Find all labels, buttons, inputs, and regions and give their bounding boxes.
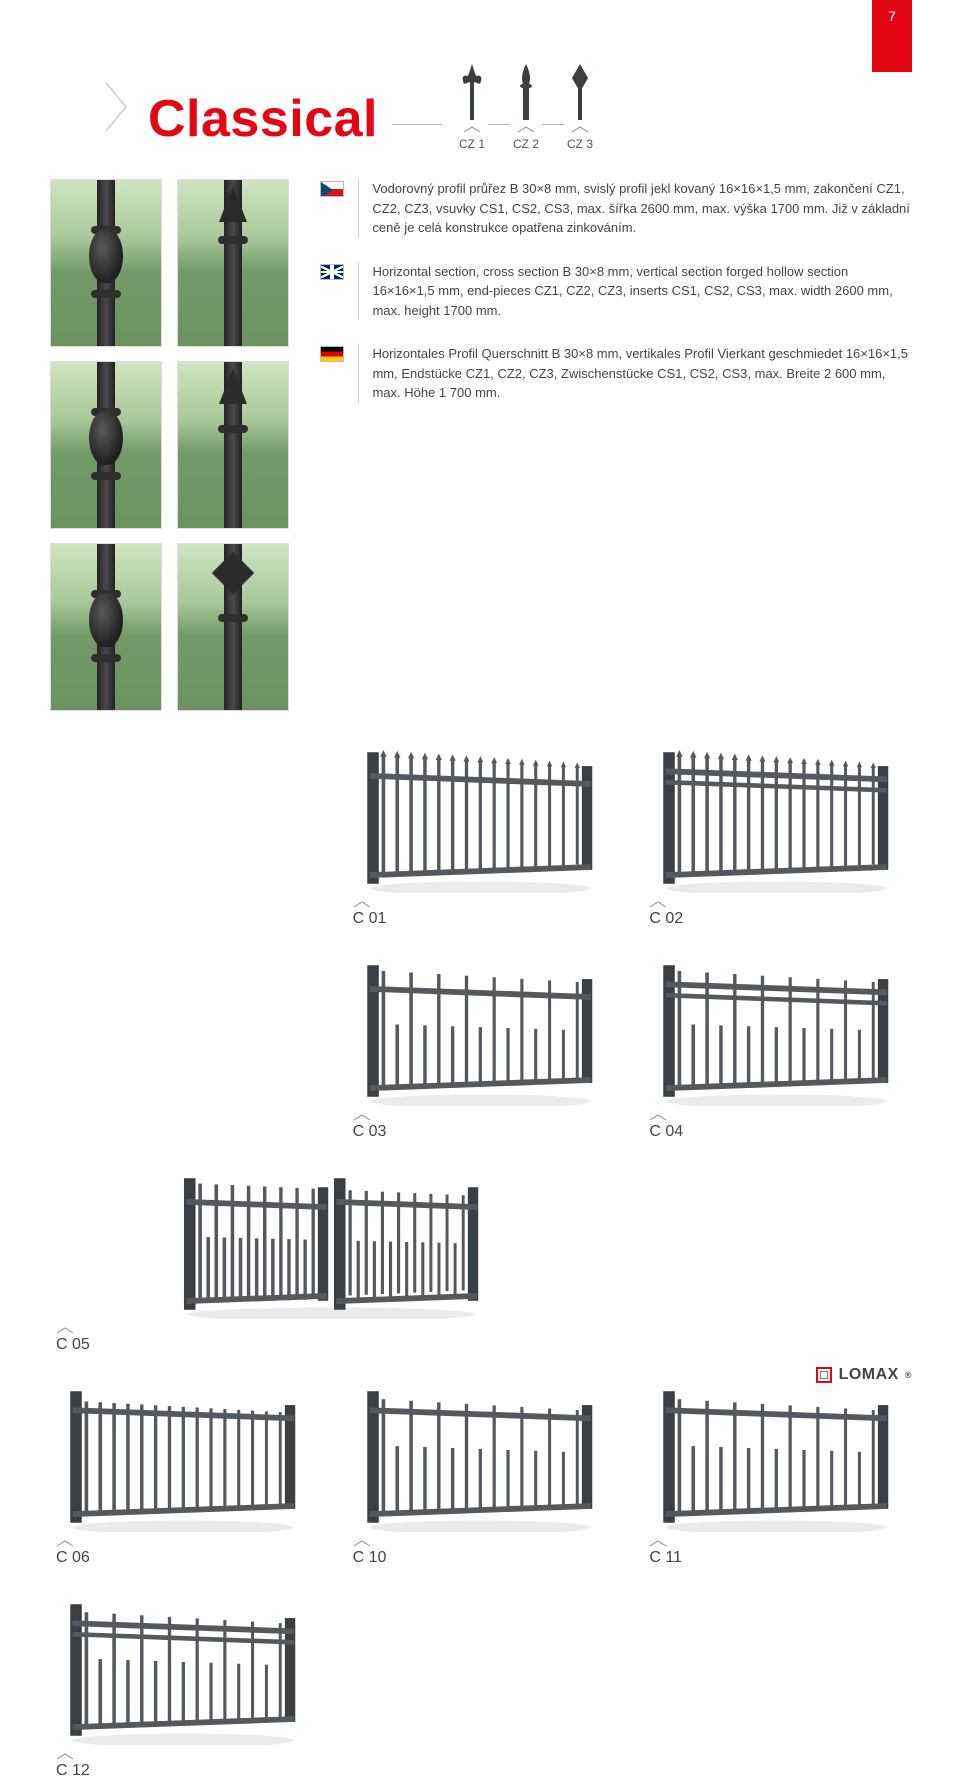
description-uk: Horizontal section, cross section B 30×8…: [320, 262, 910, 321]
product-label-group: C 03: [353, 1114, 614, 1141]
caret-up-icon: [571, 126, 589, 133]
page-header: Classical CZ 1 CZ 2 CZ 3: [100, 0, 910, 151]
lomax-logo-icon: [815, 1366, 833, 1384]
flag-uk-icon: [320, 264, 344, 280]
empty-cell: [643, 1169, 910, 1354]
product-c10: C 10: [347, 1382, 614, 1567]
flag-cz-icon: [320, 181, 344, 197]
caret-up-icon: [56, 1753, 74, 1760]
fence-illustration: [643, 743, 910, 893]
fence-detail-photo: [50, 543, 162, 711]
product-label-group: C 10: [353, 1540, 614, 1567]
footer-brand-text: LOMAX: [839, 1366, 899, 1384]
divider: [542, 124, 564, 125]
fence-illustration: [347, 956, 614, 1106]
finial-icon: [456, 62, 488, 122]
product-label-group: C 12: [56, 1753, 317, 1780]
page-title: Classical: [148, 93, 378, 145]
fence-illustration: [643, 956, 910, 1106]
product-c05: C 05: [50, 1169, 613, 1354]
page-number: 7: [888, 8, 896, 24]
finial-label: CZ 1: [459, 137, 485, 151]
caret-up-icon: [649, 1540, 667, 1547]
caret-up-icon: [56, 1327, 74, 1334]
product-label: C 10: [353, 1549, 387, 1567]
catalog-page: 7 Classical CZ 1 CZ 2 CZ 3 Vodorovný pro…: [0, 0, 960, 1394]
product-label: C 06: [56, 1549, 90, 1567]
caret-up-icon: [463, 126, 481, 133]
product-c12: C 12: [50, 1595, 317, 1780]
description-cz: Vodorovný profil průřez B 30×8 mm, svisl…: [320, 179, 910, 238]
product-c03: C 03: [347, 956, 614, 1141]
fence-illustration: [643, 1382, 910, 1532]
description-de: Horizontales Profil Querschnitt B 30×8 m…: [320, 344, 910, 403]
caret-up-icon: [649, 1114, 667, 1121]
fence-detail-photo: [177, 179, 289, 347]
finial-label: CZ 3: [567, 137, 593, 151]
sample-column: [50, 179, 290, 711]
product-label: C 12: [56, 1762, 90, 1780]
fence-illustration: [347, 1382, 614, 1532]
fence-detail-photo: [50, 179, 162, 347]
product-label-group: C 01: [353, 901, 614, 928]
caret-up-icon: [649, 901, 667, 908]
product-label: C 02: [649, 910, 683, 928]
finial-cz3: CZ 3: [564, 62, 596, 151]
product-grid: C 01 C 02 C 03 C 04 C 05: [50, 743, 910, 1780]
finial-icon: [564, 62, 596, 122]
description-text: Vodorovný profil průřez B 30×8 mm, svisl…: [372, 179, 910, 238]
page-number-tab: 7: [872, 0, 912, 72]
description-text: Horizontales Profil Querschnitt B 30×8 m…: [372, 344, 910, 403]
fence-illustration: [50, 1382, 317, 1532]
fence-detail-photo: [177, 543, 289, 711]
fence-illustration: [50, 1169, 613, 1319]
divider: [392, 124, 442, 125]
finial-cz2: CZ 2: [510, 62, 542, 151]
product-label: C 11: [649, 1549, 682, 1567]
finial-label: CZ 2: [513, 137, 539, 151]
product-label: C 03: [353, 1123, 387, 1141]
product-label-group: C 05: [56, 1327, 613, 1354]
footer-brand: LOMAX ®: [815, 1366, 912, 1384]
descriptions: Vodorovný profil průřez B 30×8 mm, svisl…: [320, 179, 910, 711]
chevron-icon: [100, 77, 134, 137]
empty-cell: [50, 743, 317, 928]
fence-illustration: [50, 1595, 317, 1745]
description-text: Horizontal section, cross section B 30×8…: [372, 262, 910, 321]
product-label-group: C 04: [649, 1114, 910, 1141]
empty-cell: [50, 956, 317, 1141]
product-c02: C 02: [643, 743, 910, 928]
caret-up-icon: [517, 126, 535, 133]
product-label: C 04: [649, 1123, 683, 1141]
product-c04: C 04: [643, 956, 910, 1141]
product-label: C 01: [353, 910, 387, 928]
product-label-group: C 11: [649, 1540, 910, 1567]
product-c01: C 01: [347, 743, 614, 928]
fence-illustration: [347, 743, 614, 893]
finial-icon: [510, 62, 542, 122]
product-label: C 05: [56, 1336, 90, 1354]
product-c11: C 11: [643, 1382, 910, 1567]
divider: [488, 124, 510, 125]
finial-cz1: CZ 1: [456, 62, 488, 151]
body-grid: Vodorovný profil průřez B 30×8 mm, svisl…: [50, 179, 910, 711]
caret-up-icon: [56, 1540, 74, 1547]
caret-up-icon: [353, 1540, 371, 1547]
trademark-icon: ®: [905, 1370, 912, 1380]
flag-de-icon: [320, 346, 344, 362]
fence-detail-photo: [177, 361, 289, 529]
fence-detail-photo: [50, 361, 162, 529]
caret-up-icon: [353, 901, 371, 908]
caret-up-icon: [353, 1114, 371, 1121]
product-label-group: C 02: [649, 901, 910, 928]
product-c06: C 06: [50, 1382, 317, 1567]
product-label-group: C 06: [56, 1540, 317, 1567]
